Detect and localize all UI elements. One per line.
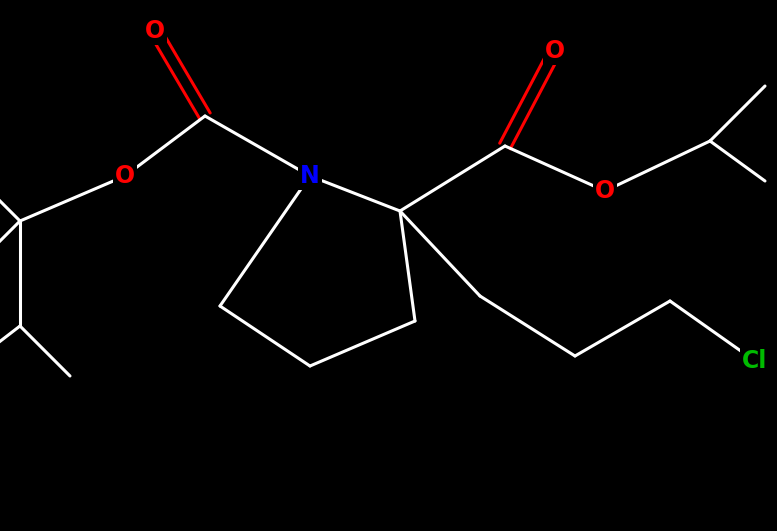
Text: O: O — [545, 39, 565, 63]
Text: Cl: Cl — [742, 349, 768, 373]
Text: O: O — [145, 19, 165, 43]
Text: O: O — [595, 179, 615, 203]
Text: O: O — [115, 164, 135, 188]
Text: N: N — [300, 164, 320, 188]
